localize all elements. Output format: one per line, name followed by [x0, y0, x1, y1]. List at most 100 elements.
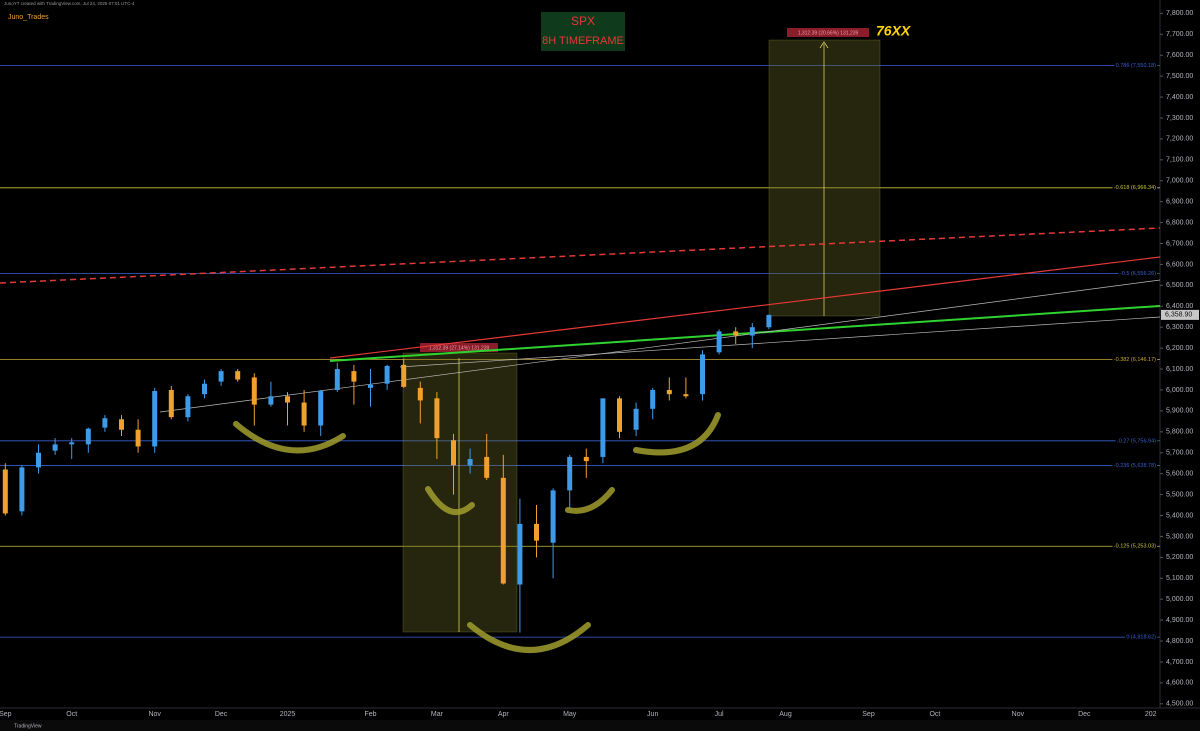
candle-body	[202, 383, 207, 395]
candle-body	[52, 444, 58, 451]
x-tick-label: Apr	[498, 711, 510, 718]
arrow-head	[819, 41, 829, 49]
y-tick-label: 4,600.00	[1166, 680, 1193, 687]
trend-line	[0, 227, 1161, 284]
x-tick-label: Jun	[647, 711, 658, 718]
fib-label: -0.236 (5,638.78)	[1114, 463, 1156, 469]
curve	[233, 421, 346, 454]
fib-label: -0.618 (6,966.34)	[1114, 185, 1156, 191]
candle-body	[766, 314, 772, 328]
y-tick-label: 5,100.00	[1166, 575, 1193, 582]
y-tick-label: 7,500.00	[1166, 73, 1193, 80]
x-tick-label: Mar	[431, 711, 444, 718]
x-tick-label: Oct	[929, 711, 940, 718]
candle-body	[600, 398, 606, 457]
measure-label: 1,312.39 (27.14%) 131,239	[429, 345, 490, 351]
y-tick-label: 5,900.00	[1166, 408, 1193, 415]
curve	[467, 622, 591, 653]
x-tick-label: Feb	[364, 711, 376, 718]
fib-label: -0.125 (5,253.03)	[1114, 544, 1156, 550]
y-tick-label: 4,900.00	[1166, 617, 1193, 624]
candle-body	[500, 477, 506, 584]
candle-body	[700, 354, 705, 395]
x-tick-label: Sep	[0, 711, 12, 718]
y-tick-label: 5,300.00	[1166, 533, 1193, 540]
y-tick-label: 7,800.00	[1166, 10, 1193, 17]
candle-body	[36, 452, 41, 468]
candle-body	[617, 398, 622, 432]
y-tick-label: 5,400.00	[1166, 512, 1193, 519]
y-tick-label: 6,300.00	[1166, 324, 1193, 331]
x-tick-label: 202	[1145, 711, 1157, 718]
candle-body	[484, 456, 490, 478]
candle-body	[85, 428, 91, 445]
trend-line	[399, 316, 1161, 368]
y-tick-label: 6,500.00	[1166, 282, 1193, 289]
title-box	[541, 12, 625, 51]
annotation: 76XX	[876, 23, 912, 39]
y-tick-label: 5,800.00	[1166, 429, 1193, 436]
x-tick-label: 2025	[280, 711, 296, 718]
y-tick-label: 7,300.00	[1166, 115, 1193, 122]
y-tick-label: 7,200.00	[1166, 136, 1193, 143]
x-tick-label: Jul	[715, 711, 724, 718]
candle-body	[749, 327, 755, 336]
y-tick-label: 5,700.00	[1166, 450, 1193, 457]
x-tick-label: Nov	[148, 711, 161, 718]
curve	[565, 487, 615, 514]
x-tick-label: Sep	[862, 711, 875, 718]
candle-body	[683, 394, 689, 397]
author: Juno_Trades	[8, 14, 49, 21]
trend-line	[159, 279, 1161, 413]
fib-label: 0.786 (7,550.18)	[1116, 63, 1157, 69]
candle-body	[235, 371, 241, 380]
candle-body	[517, 523, 523, 585]
fib-label: -0.382 (6,146.17)	[1114, 357, 1156, 363]
candle-body	[401, 364, 407, 387]
y-tick-label: 4,700.00	[1166, 659, 1193, 666]
candle-body	[666, 389, 672, 395]
y-tick-label: 6,800.00	[1166, 219, 1193, 226]
candle-body	[467, 459, 473, 466]
y-tick-label: 6,000.00	[1166, 387, 1193, 394]
candle-body	[301, 402, 307, 426]
candle-body	[185, 396, 191, 418]
chart-title: SPX	[571, 14, 595, 28]
y-tick-label: 5,200.00	[1166, 554, 1193, 561]
candle-body	[417, 387, 423, 401]
y-tick-label: 7,700.00	[1166, 31, 1193, 38]
x-tick-label: Oct	[66, 711, 77, 718]
fib-label: -0.27 (5,756.94)	[1117, 438, 1156, 444]
candle-body	[318, 391, 324, 426]
candle-body	[268, 396, 274, 405]
y-tick-label: 4,800.00	[1166, 638, 1193, 645]
measure-label-bg	[787, 28, 869, 37]
y-tick-label: 7,600.00	[1166, 52, 1193, 59]
candle-body	[168, 389, 174, 418]
chart-subtitle: 8H TIMEFRAME	[542, 35, 624, 47]
y-tick-label: 5,000.00	[1166, 596, 1193, 603]
y-tick-label: 4,500.00	[1166, 701, 1193, 708]
trend-line	[329, 256, 1161, 359]
y-tick-label: 7,400.00	[1166, 94, 1193, 101]
candle-body	[285, 396, 290, 403]
x-tick-label: Aug	[779, 711, 792, 718]
x-tick-label: Dec	[1078, 711, 1091, 718]
candle-body	[251, 377, 257, 405]
candle-body	[384, 365, 390, 384]
x-tick-label: Dec	[215, 711, 228, 718]
footer-brand: TradingView	[14, 723, 42, 729]
candle-body	[550, 490, 556, 543]
candle-body	[351, 371, 357, 382]
y-tick-label: 6,100.00	[1166, 366, 1193, 373]
fib-label: 0 (4,818.62)	[1126, 635, 1156, 641]
y-tick-label: 6,600.00	[1166, 261, 1193, 268]
measure-label: 1,312.39 (20.66%) 131,239	[798, 30, 859, 36]
candle-body	[534, 523, 539, 541]
y-tick-label: 6,900.00	[1166, 199, 1193, 206]
candle-body	[633, 408, 639, 430]
candle-body	[152, 391, 158, 447]
axes: 4,500.00 4,600.00 4,700.00 4,800.00 4,900.00…	[0, 10, 1199, 718]
candle-body	[334, 369, 340, 390]
x-tick-label: Nov	[1012, 711, 1025, 718]
